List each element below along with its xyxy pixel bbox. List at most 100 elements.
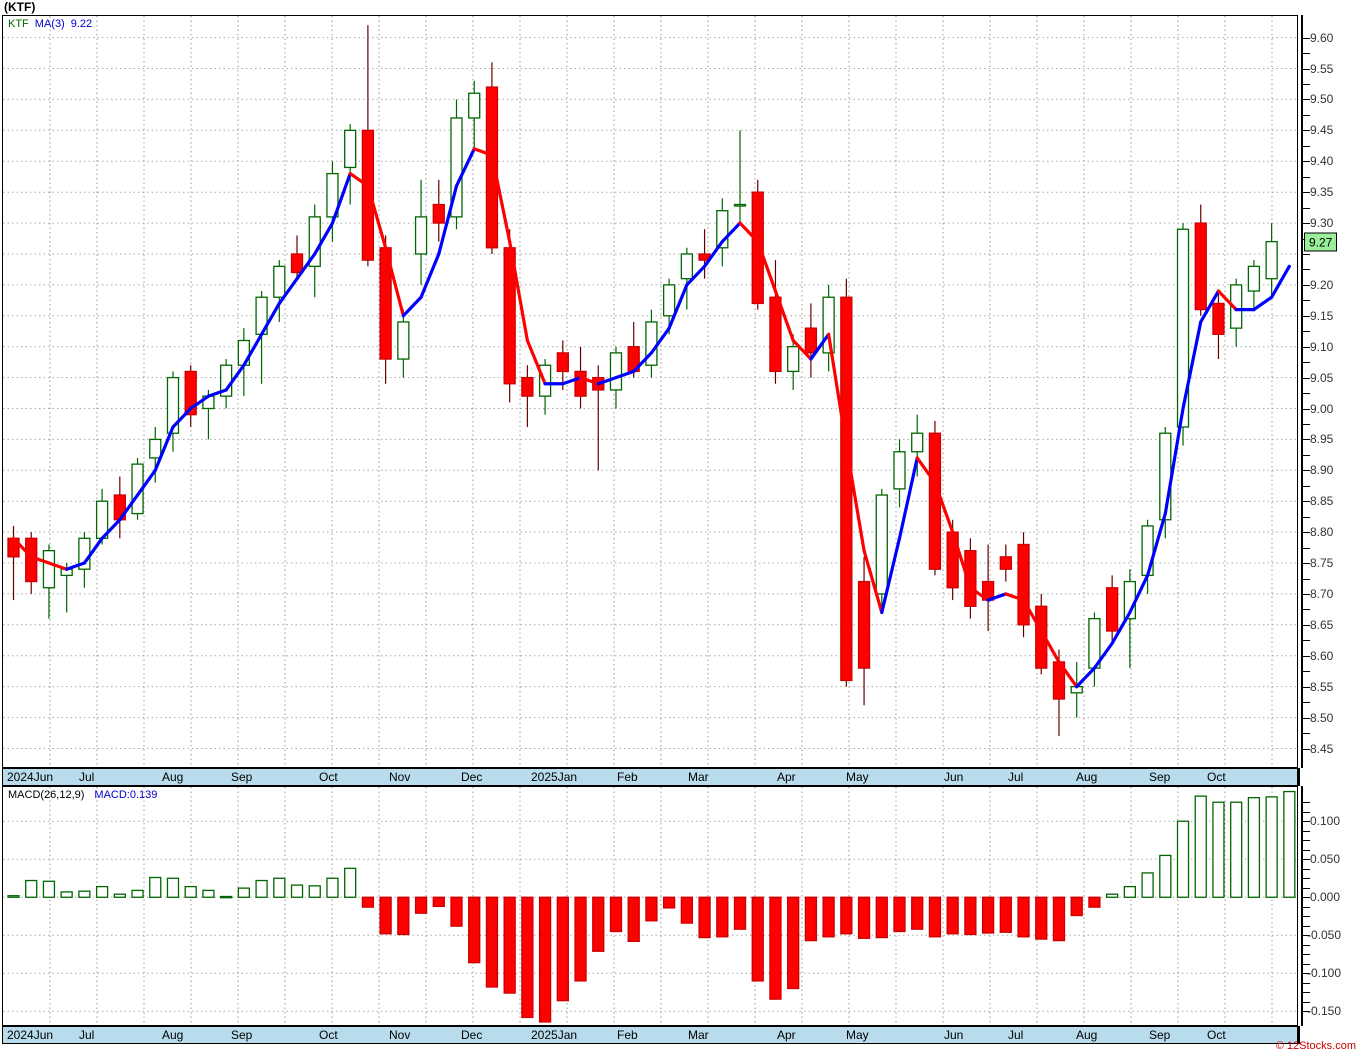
date-axis-label: Jun xyxy=(944,1028,964,1042)
axis-tick-mark xyxy=(1303,284,1310,286)
date-axis-label: Aug xyxy=(162,1028,184,1042)
axis-tick-mark xyxy=(1303,1001,1310,1003)
axis-tick-label: 9.05 xyxy=(1310,370,1334,385)
current-price-tag: 9.27 xyxy=(1304,232,1338,252)
axis-tick-mark xyxy=(1303,439,1310,441)
axis-tick-label: 9.45 xyxy=(1310,123,1334,138)
price-chart-panel: KTF MA(3) 9.22 xyxy=(2,15,1298,768)
date-axis-label: 2024Jun xyxy=(7,1028,54,1042)
axis-tick-label: 8.55 xyxy=(1310,679,1334,694)
axis-tick-label: -0.100 xyxy=(1307,966,1342,981)
price-candlestick-svg xyxy=(3,16,1297,767)
price-plot-area xyxy=(3,16,1297,767)
macd-legend: MACD(26,12,9) MACD:0.139 xyxy=(8,789,157,802)
axis-tick-mark xyxy=(1303,176,1310,178)
axis-tick-label: 0.100 xyxy=(1310,814,1341,829)
date-axis-label: Oct xyxy=(319,770,338,784)
axis-tick-label: 9.40 xyxy=(1310,154,1334,169)
date-axis-label: Apr xyxy=(777,1028,796,1042)
axis-tick-label: 9.50 xyxy=(1310,92,1334,107)
date-axis-label: Mar xyxy=(688,1028,709,1042)
axis-tick-mark xyxy=(1303,655,1310,657)
axis-tick-mark xyxy=(1303,686,1310,688)
axis-tick-mark xyxy=(1303,887,1310,889)
axis-tick-mark xyxy=(1303,821,1310,823)
page-title: (KTF) xyxy=(4,0,36,14)
axis-tick-mark xyxy=(1303,963,1310,965)
candlestick-series xyxy=(7,25,1278,737)
axis-tick-mark xyxy=(1303,377,1310,379)
axis-tick-mark xyxy=(1303,269,1310,271)
axis-tick-label: 8.45 xyxy=(1310,741,1334,756)
date-axis-label: Feb xyxy=(617,770,638,784)
date-axis-label: Sep xyxy=(231,770,253,784)
date-axis-label: Oct xyxy=(319,1028,338,1042)
price-axis-line xyxy=(1301,15,1303,768)
axis-tick-label: 0.050 xyxy=(1310,852,1341,867)
axis-tick-mark xyxy=(1303,114,1310,116)
date-axis-label: Jul xyxy=(79,1028,95,1042)
axis-tick-mark xyxy=(1303,130,1310,132)
axis-tick-mark xyxy=(1303,84,1310,85)
axis-tick-mark xyxy=(1303,408,1310,410)
date-axis-label: Nov xyxy=(389,770,411,784)
axis-tick-label: 9.00 xyxy=(1310,401,1334,416)
date-axis-label: Jul xyxy=(1008,1028,1024,1042)
axis-tick-mark xyxy=(1303,859,1310,861)
axis-tick-mark xyxy=(1303,161,1310,163)
axis-tick-mark xyxy=(1303,99,1310,101)
axis-tick-mark xyxy=(1303,593,1310,595)
axis-tick-label: -0.150 xyxy=(1307,1004,1342,1019)
date-axis-label: Nov xyxy=(389,1028,411,1042)
axis-tick-mark xyxy=(1303,982,1310,984)
axis-tick-mark xyxy=(1303,68,1310,70)
axis-tick-label: 8.80 xyxy=(1310,525,1334,540)
axis-tick-mark xyxy=(1303,702,1310,704)
date-axis-label: Jul xyxy=(79,770,95,784)
axis-tick-mark xyxy=(1303,802,1310,804)
axis-tick-mark xyxy=(1303,906,1310,908)
axis-tick-label: 8.85 xyxy=(1310,494,1334,509)
axis-tick-mark xyxy=(1303,578,1310,580)
legend-macd-params: MACD(26,12,9) xyxy=(8,789,85,801)
date-axis-label: 2025Jan xyxy=(531,770,578,784)
axis-tick-mark xyxy=(1303,207,1310,209)
axis-tick-mark xyxy=(1303,563,1310,564)
legend-symbol: KTF xyxy=(8,18,29,30)
axis-tick-mark xyxy=(1303,849,1310,851)
axis-tick-mark xyxy=(1303,485,1310,487)
axis-tick-label: 9.60 xyxy=(1310,30,1334,45)
axis-tick-label: 9.35 xyxy=(1310,185,1334,200)
axis-tick-mark xyxy=(1303,916,1310,918)
axis-tick-mark xyxy=(1303,346,1310,348)
macd-gridlines xyxy=(3,787,1297,1025)
price-gridlines xyxy=(3,16,1297,767)
date-axis-main: 2024Jun Jul Aug Sep Oct Nov Dec 2025Jan Feb Mar Ap… xyxy=(2,768,1298,786)
date-axis-label: Oct xyxy=(1207,1028,1226,1042)
axis-tick-mark xyxy=(1303,748,1310,750)
axis-tick-mark xyxy=(1303,944,1310,946)
axis-tick-mark xyxy=(1303,954,1310,956)
axis-tick-label: 9.15 xyxy=(1310,308,1334,323)
date-axis-label: May xyxy=(846,770,869,784)
date-axis-label: Jul xyxy=(1008,770,1024,784)
macd-axis-line xyxy=(1301,786,1303,1026)
axis-tick-mark xyxy=(1303,53,1310,55)
axis-tick-mark xyxy=(1303,840,1310,842)
axis-tick-label: 8.90 xyxy=(1310,463,1334,478)
date-axis-label: May xyxy=(846,1028,869,1042)
axis-tick-mark xyxy=(1303,501,1310,503)
axis-tick-mark xyxy=(1303,624,1310,626)
macd-y-axis: -0.150 -0.100 -0.050 0.000 0.050 0.100 xyxy=(1298,786,1360,1026)
date-axis-label: Aug xyxy=(1076,770,1098,784)
macd-histogram-svg xyxy=(3,787,1297,1025)
axis-tick-mark xyxy=(1303,811,1310,813)
axis-tick-mark xyxy=(1303,640,1310,642)
axis-tick-mark xyxy=(1303,671,1310,673)
axis-tick-label: 8.95 xyxy=(1310,432,1334,447)
axis-tick-mark xyxy=(1303,973,1310,975)
date-axis-label: Dec xyxy=(461,1028,483,1042)
title-bar: (KTF) xyxy=(0,0,1360,15)
axis-tick-label: 8.60 xyxy=(1310,648,1334,663)
